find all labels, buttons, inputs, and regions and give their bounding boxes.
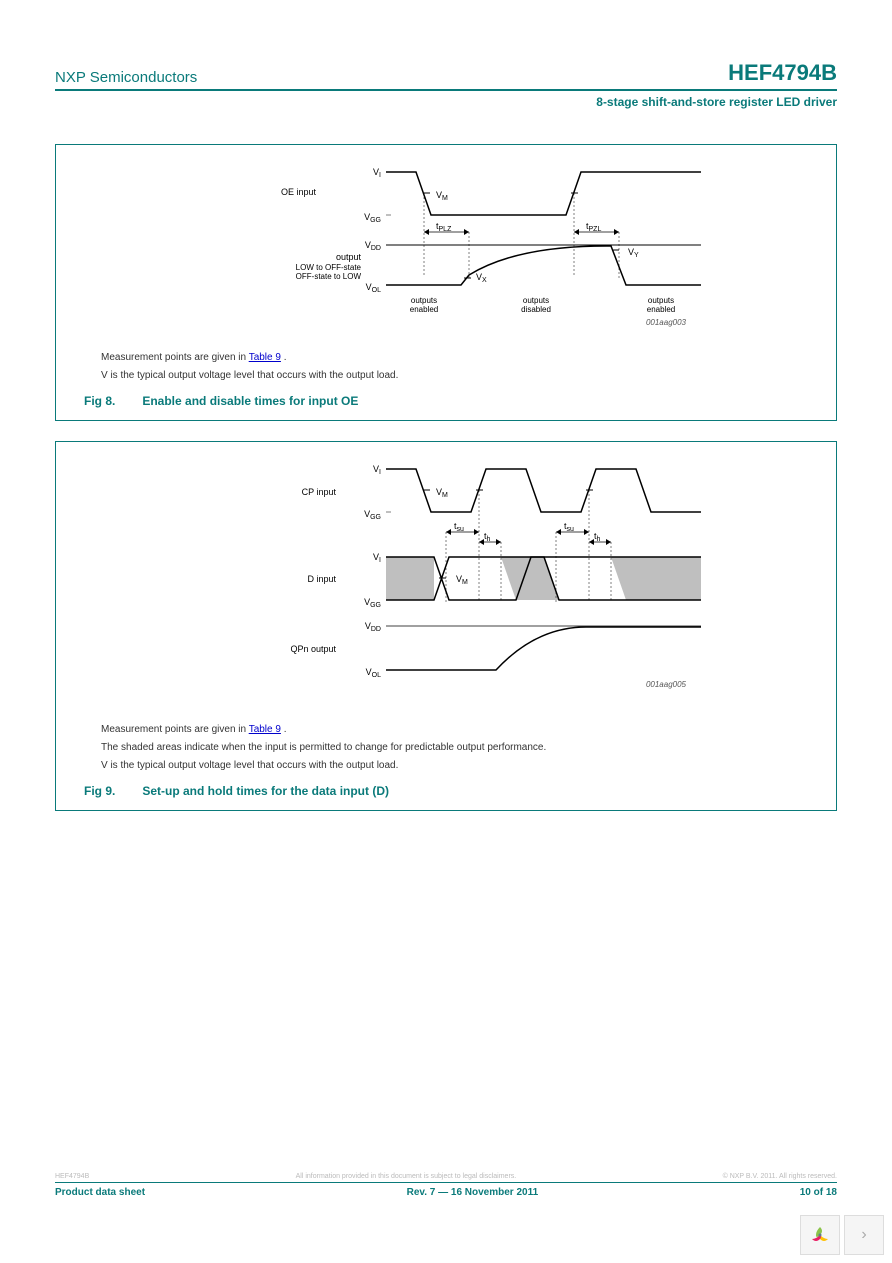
part-number: HEF4794B <box>728 60 837 86</box>
svg-text:tsu: tsu <box>564 521 574 533</box>
svg-text:VI: VI <box>373 552 381 564</box>
figure-title: Enable and disable times for input OE <box>142 394 358 408</box>
svg-text:VDD: VDD <box>365 240 381 252</box>
figure-number: Fig 9. <box>84 784 139 798</box>
viewer-logo-icon[interactable] <box>800 1215 840 1255</box>
footer-page-number: 10 of 18 <box>800 1187 837 1198</box>
svg-text:VI: VI <box>373 464 381 476</box>
svg-text:outputs: outputs <box>648 296 674 305</box>
figure-8-diagram: VI OE input VGG VM tPLZ <box>76 160 816 335</box>
svg-text:VOL: VOL <box>366 282 381 294</box>
note-text: . <box>284 352 287 363</box>
company-name: NXP Semiconductors <box>55 69 197 86</box>
svg-text:th: th <box>594 531 601 543</box>
svg-text:disabled: disabled <box>521 305 551 314</box>
table-9-link[interactable]: Table 9 <box>249 352 281 363</box>
svg-text:OFF-state to LOW: OFF-state to LOW <box>296 272 362 281</box>
svg-text:CP input: CP input <box>302 487 337 497</box>
svg-text:001aag003: 001aag003 <box>646 318 687 327</box>
svg-text:VY: VY <box>628 247 639 259</box>
footer-disclaimer: All information provided in this documen… <box>296 1173 517 1180</box>
viewer-widget: › <box>800 1215 884 1255</box>
svg-text:outputs: outputs <box>411 296 437 305</box>
page-footer: HEF4794B All information provided in thi… <box>55 1173 837 1198</box>
note-text: Measurement points are given in <box>101 724 249 735</box>
svg-text:VGG: VGG <box>364 597 381 609</box>
svg-text:output: output <box>336 252 362 262</box>
note-text: The shaded areas indicate when the input… <box>101 740 816 756</box>
note-text: V is the typical output voltage level th… <box>101 368 816 384</box>
figure-8-caption: Fig 8. Enable and disable times for inpu… <box>76 394 816 408</box>
svg-text:001aag005: 001aag005 <box>646 680 687 689</box>
part-subtitle: 8-stage shift-and-store register LED dri… <box>55 95 837 109</box>
svg-text:VI: VI <box>373 167 381 179</box>
note-text: V is the typical output voltage level th… <box>101 758 816 774</box>
svg-text:VM: VM <box>456 574 468 586</box>
footer-copyright: © NXP B.V. 2011. All rights reserved. <box>723 1173 837 1180</box>
svg-text:D input: D input <box>307 574 336 584</box>
svg-text:VGG: VGG <box>364 212 381 224</box>
figure-8-box: VI OE input VGG VM tPLZ <box>55 144 837 421</box>
figure-9-box: VI CP input VGG VM tsu <box>55 441 837 811</box>
svg-text:LOW to OFF-state: LOW to OFF-state <box>296 263 362 272</box>
svg-text:tPLZ: tPLZ <box>436 221 452 233</box>
svg-text:tPZL: tPZL <box>586 221 601 233</box>
next-page-icon[interactable]: › <box>844 1215 884 1255</box>
svg-text:enabled: enabled <box>410 305 438 314</box>
svg-text:OE input: OE input <box>281 187 317 197</box>
svg-text:QPn output: QPn output <box>290 644 336 654</box>
note-text: Measurement points are given in <box>101 352 249 363</box>
svg-text:VDD: VDD <box>365 621 381 633</box>
figure-9-notes: Measurement points are given in Table 9 … <box>101 722 816 774</box>
svg-text:th: th <box>484 531 491 543</box>
svg-text:VM: VM <box>436 190 448 202</box>
svg-text:VM: VM <box>436 487 448 499</box>
figure-8-notes: Measurement points are given in Table 9 … <box>101 350 816 384</box>
note-text: . <box>284 724 287 735</box>
footer-doc-type: Product data sheet <box>55 1187 145 1198</box>
svg-text:enabled: enabled <box>647 305 675 314</box>
figure-9-diagram: VI CP input VGG VM tsu <box>76 457 816 707</box>
figure-9-caption: Fig 9. Set-up and hold times for the dat… <box>76 784 816 798</box>
figure-number: Fig 8. <box>84 394 139 408</box>
figure-title: Set-up and hold times for the data input… <box>142 784 389 798</box>
svg-text:outputs: outputs <box>523 296 549 305</box>
svg-text:VOL: VOL <box>366 667 381 679</box>
page-header: NXP Semiconductors HEF4794B <box>55 60 837 91</box>
svg-text:tsu: tsu <box>454 521 464 533</box>
svg-text:VGG: VGG <box>364 509 381 521</box>
footer-part: HEF4794B <box>55 1173 89 1180</box>
svg-text:VX: VX <box>476 272 487 284</box>
footer-revision: Rev. 7 — 16 November 2011 <box>407 1187 539 1198</box>
table-9-link[interactable]: Table 9 <box>249 724 281 735</box>
